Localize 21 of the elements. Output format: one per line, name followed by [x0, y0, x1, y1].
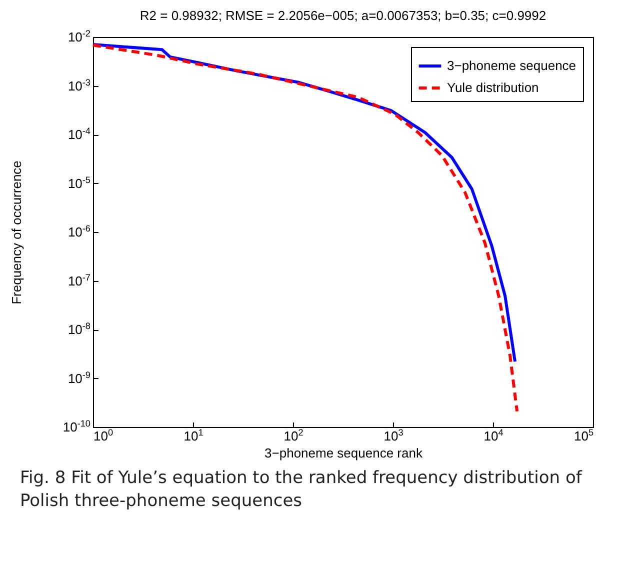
x-tick-label: 10$^{4}$ — [484, 428, 504, 444]
legend-label: 3−phoneme sequence — [447, 58, 576, 73]
y-tick-label: 10$^{-3}$ — [68, 77, 90, 94]
x-axis-title: 3−phoneme sequence rank — [264, 446, 423, 460]
x-tick-label: 10$^{3}$ — [384, 428, 404, 444]
chart-title: R2 = 0.98932; RMSE = 2.2056e−005; a=0.0067353; b=0.35; c=0.9992 — [140, 8, 546, 23]
y-tick-label: 10$^{-4}$ — [68, 126, 90, 142]
caption: Fig. 8 Fit of Yule’s equation to the ranked frequency distribution of Polish three-phoneme sequences — [20, 467, 584, 513]
x-tick-label: 10$^{2}$ — [284, 428, 304, 444]
y-axis-title: Frequency of occurrence — [9, 160, 24, 304]
y-tick-label: 10$^{-9}$ — [68, 370, 90, 386]
y-tick-label: 10$^{-8}$ — [68, 321, 90, 337]
x-tick-label: 10$^{1}$ — [184, 428, 204, 444]
y-tick-label: 10$^{-6}$ — [68, 224, 90, 240]
x-tick-label: 10$^{0}$ — [94, 428, 114, 444]
y-tick-label: 10$^{-10}$ — [62, 418, 90, 434]
y-tick-label: 10$^{-7}$ — [68, 272, 90, 288]
x-tick-label: 10$^{5}$ — [574, 428, 594, 444]
legend-label: Yule distribution — [447, 80, 539, 95]
y-tick-label: 10$^{-2}$ — [68, 28, 90, 44]
y-tick-label: 10$^{-5}$ — [68, 174, 90, 191]
